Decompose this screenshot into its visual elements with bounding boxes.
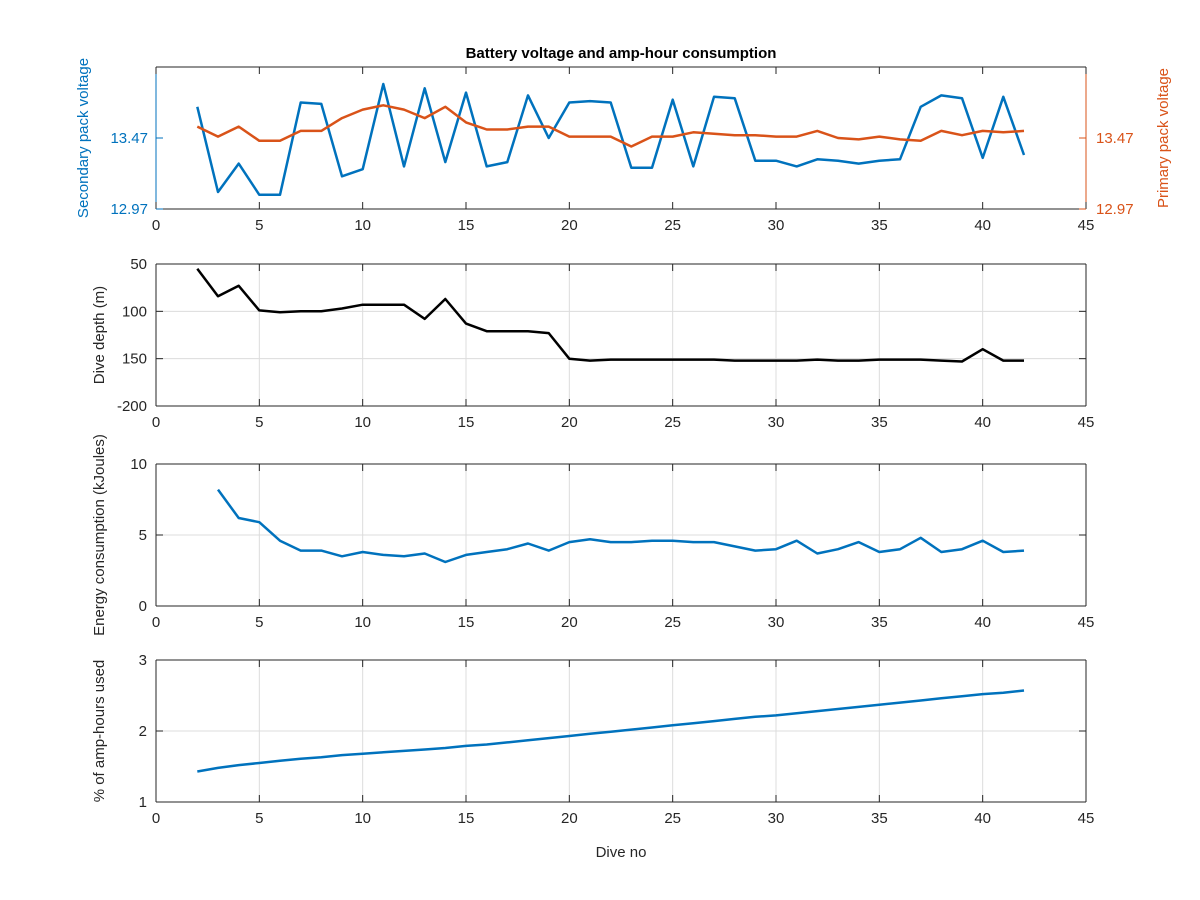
x-tick-label: 25 [664,414,681,431]
x-tick-label: 30 [768,810,785,827]
y-tick-label-right: 13.47 [1096,130,1134,147]
y-tick-label: 5 [139,527,147,544]
y-tick-label: 0 [139,598,147,615]
x-tick-label: 5 [255,810,263,827]
x-tick-label: 40 [974,810,991,827]
y-axis-label: % of amp-hours used [91,660,108,803]
series-line-1 [216,488,1025,564]
x-tick-label: 30 [768,614,785,631]
series-line-1 [196,267,1024,363]
y-tick-label: 10 [130,456,147,473]
x-tick-label: 40 [974,217,991,234]
x-tick-label: 15 [458,414,475,431]
x-tick-label: 10 [354,810,371,827]
y-tick-label-right: 12.97 [1096,201,1134,218]
x-tick-label: 5 [255,217,263,234]
x-tick-label: 25 [664,217,681,234]
x-tick-label: 35 [871,614,888,631]
x-tick-label: 20 [561,217,578,234]
series-line-1 [197,689,1025,773]
x-tick-label: 45 [1078,217,1095,234]
y-tick-label: 2 [139,723,147,740]
x-tick-label: 0 [152,614,160,631]
y-tick-label: 100 [122,303,147,320]
x-tick-label: 0 [152,810,160,827]
chart-title: Battery voltage and amp-hour consumption [466,45,777,62]
x-tick-label: 15 [458,614,475,631]
x-tick-label: 45 [1078,614,1095,631]
y-tick-label: 50 [130,256,147,273]
x-axis-label: Dive no [596,844,647,861]
panel-2: 0 5 10 15 20 25 30 35 40 45 50 100 150 -200 Dive depth… [91,256,1094,431]
y-tick-label-left: 12.97 [110,201,148,218]
series-line-2 [196,104,1025,148]
series-line-1 [196,82,1026,197]
x-tick-label: 30 [768,217,785,234]
x-tick-label: 30 [768,414,785,431]
y-tick-label-left: 13.47 [110,130,148,147]
x-tick-label: 15 [458,217,475,234]
x-tick-label: 0 [152,414,160,431]
x-tick-label: 5 [255,414,263,431]
x-tick-label: 10 [354,614,371,631]
grid [156,464,1086,606]
x-tick-label: 45 [1078,414,1095,431]
x-tick-label: 10 [354,414,371,431]
x-tick-label: 15 [458,810,475,827]
y-tick-label: 150 [122,351,147,368]
x-tick-label: 10 [354,217,371,234]
x-tick-label: 35 [871,810,888,827]
y-axis-label-right: Primary pack voltage [1155,68,1172,208]
x-tick-label: 40 [974,414,991,431]
x-tick-label: 20 [561,614,578,631]
x-tick-label: 45 [1078,810,1095,827]
x-tick-label: 20 [561,810,578,827]
panel-1: 0 5 10 15 20 25 30 35 40 4512.9713.4712.9713.47Se… [75,45,1172,234]
y-axis-label: Energy consumption (kJoules) [91,434,108,636]
x-tick-label: 5 [255,614,263,631]
panel-3: 0 5 10 15 20 25 30 35 40 45 0 5 10 Energy consumption… [91,434,1094,636]
y-axis-label-left: Secondary pack voltage [75,58,92,218]
x-tick-label: 20 [561,414,578,431]
x-tick-label: 25 [664,810,681,827]
x-tick-label: 35 [871,217,888,234]
y-tick-label: -200 [117,398,147,415]
y-axis-label: Dive depth (m) [91,286,108,384]
plot-area [156,264,1086,406]
y-tick-label: 1 [139,794,147,811]
x-tick-label: 0 [152,217,160,234]
y-tick-label: 3 [139,652,147,669]
x-tick-label: 40 [974,614,991,631]
x-tick-label: 25 [664,614,681,631]
panel-4: 0 5 10 15 20 25 30 35 40 45 1 2 3 % of amp-hours used… [91,652,1094,861]
x-tick-label: 35 [871,414,888,431]
